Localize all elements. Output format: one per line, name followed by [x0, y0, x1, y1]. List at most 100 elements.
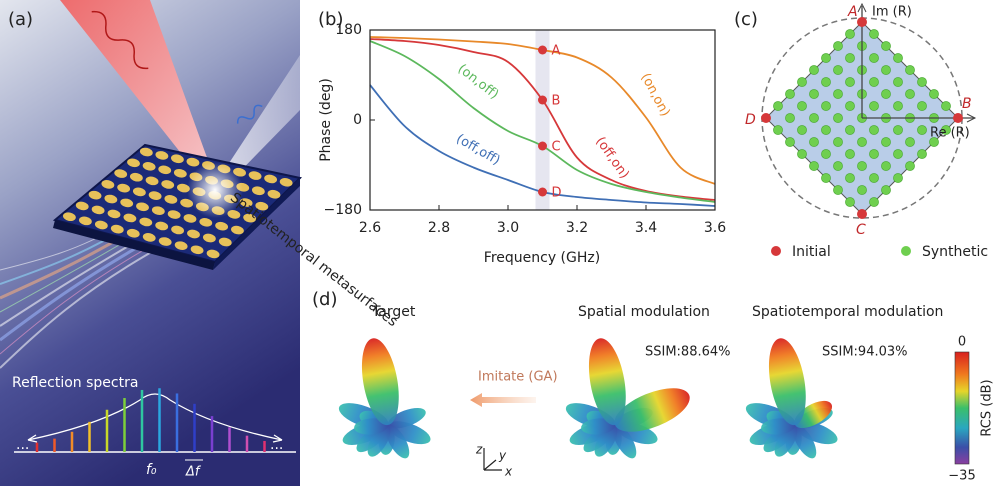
colorbar-min: −35: [948, 469, 975, 484]
synthetic-point: [917, 77, 927, 87]
unit-cell: [199, 217, 213, 227]
unit-cell: [171, 225, 185, 235]
state-marker: [538, 141, 547, 151]
im-axis-label: Im (R): [872, 5, 912, 20]
unit-cell: [279, 177, 293, 187]
pattern-title: Target: [371, 304, 416, 320]
series-label: (on,off): [455, 62, 502, 103]
panel-label: (c): [734, 9, 758, 30]
unit-cell: [91, 205, 105, 215]
synthetic-point: [941, 101, 951, 111]
unit-cell: [123, 213, 137, 223]
axis-letter: y: [498, 449, 507, 463]
unit-cell: [267, 189, 281, 199]
synthetic-point: [905, 65, 915, 75]
synthetic-point: [821, 149, 831, 159]
synthetic-point: [797, 125, 807, 135]
synthetic-point: [785, 89, 795, 99]
panel-label: (a): [8, 9, 33, 30]
synthetic-point: [821, 101, 831, 111]
state-label: C: [552, 140, 561, 155]
synthetic-point: [869, 101, 879, 111]
unit-cell: [251, 186, 265, 196]
synthetic-point: [869, 53, 879, 63]
x-tick-label: 3.2: [566, 220, 588, 236]
legend-label: Synthetic: [922, 244, 988, 260]
panel-a: (a) Spatiotemporal metasurfaces Reflecti…: [0, 0, 400, 486]
unit-cell: [161, 180, 175, 189]
unit-cell: [176, 183, 190, 193]
synthetic-point: [905, 137, 915, 147]
unit-cell: [142, 233, 156, 242]
unit-cell: [151, 206, 165, 215]
spectrum-lines: [35, 388, 266, 452]
synthetic-point: [845, 125, 855, 135]
lobe: [761, 418, 796, 435]
synthetic-point: [809, 137, 819, 147]
synthetic-point: [857, 161, 867, 171]
unit-cell: [110, 224, 124, 234]
unit-cell: [136, 202, 149, 212]
point-label: B: [962, 96, 972, 112]
lobe: [367, 424, 391, 457]
panel-b: (b) Frequency (GHz) Phase (deg) 2.6 2.8 3.…: [318, 9, 726, 266]
panel-c: (c) Im (R) Re (R) A B C D Initial Synthe…: [734, 2, 988, 260]
synthetic-point: [917, 149, 927, 159]
synthetic-point: [785, 137, 795, 147]
synthetic-point: [785, 113, 795, 123]
axis-arrows: [857, 2, 977, 123]
state-label: D: [552, 186, 562, 201]
colorbar-max: 0: [958, 335, 966, 350]
synthetic-point: [809, 113, 819, 123]
synthetic-point: [797, 101, 807, 111]
unit-cell: [145, 176, 159, 186]
x-tick-label: 2.6: [359, 220, 381, 236]
synthetic-point: [881, 65, 891, 75]
lobe: [594, 424, 618, 457]
wave-icon: [91, 10, 149, 70]
synthetic-point: [869, 29, 879, 39]
unit-cell: [104, 194, 118, 204]
unit-cell: [127, 158, 140, 168]
state-label: A: [552, 44, 561, 59]
state-marker: [538, 187, 547, 197]
pattern-title: Spatiotemporal modulation: [752, 304, 943, 320]
unit-cell: [186, 157, 200, 167]
unit-cell: [183, 214, 197, 223]
synthetic-point: [869, 125, 879, 135]
colorbar: [954, 351, 970, 465]
legend-swatch: [771, 246, 781, 256]
coordinate-axes: [483, 448, 502, 471]
synthetic-point: [881, 41, 891, 51]
unit-cell: [202, 233, 216, 243]
unit-cell: [129, 172, 143, 182]
synthetic-point: [833, 41, 843, 51]
synthetic-point: [893, 149, 903, 159]
synthetic-point: [881, 89, 891, 99]
x-tick-label: 3.0: [497, 220, 519, 236]
synthetic-point: [845, 173, 855, 183]
synthetic-point: [941, 125, 951, 135]
axis-letter: x: [504, 465, 513, 479]
lobe: [387, 407, 426, 429]
synthetic-point: [845, 29, 855, 39]
light-streak: [0, 242, 157, 355]
unit-cell: [218, 237, 232, 247]
unit-cell: [164, 195, 178, 204]
unit-cell: [78, 216, 92, 226]
synthetic-point: [857, 185, 867, 195]
lobe: [612, 424, 637, 459]
lobe: [792, 424, 817, 459]
lobe: [588, 338, 626, 426]
synthetic-points: [773, 29, 951, 207]
frequency-spacing: Δf: [185, 465, 202, 480]
point-label: C: [856, 222, 866, 238]
lobe: [768, 338, 806, 426]
unit-cell: [167, 210, 181, 219]
unit-cell: [248, 171, 262, 180]
lobe: [354, 418, 389, 435]
re-axis-label: Re (R): [930, 126, 970, 141]
point-label: D: [745, 112, 756, 128]
unit-cell: [187, 229, 200, 239]
